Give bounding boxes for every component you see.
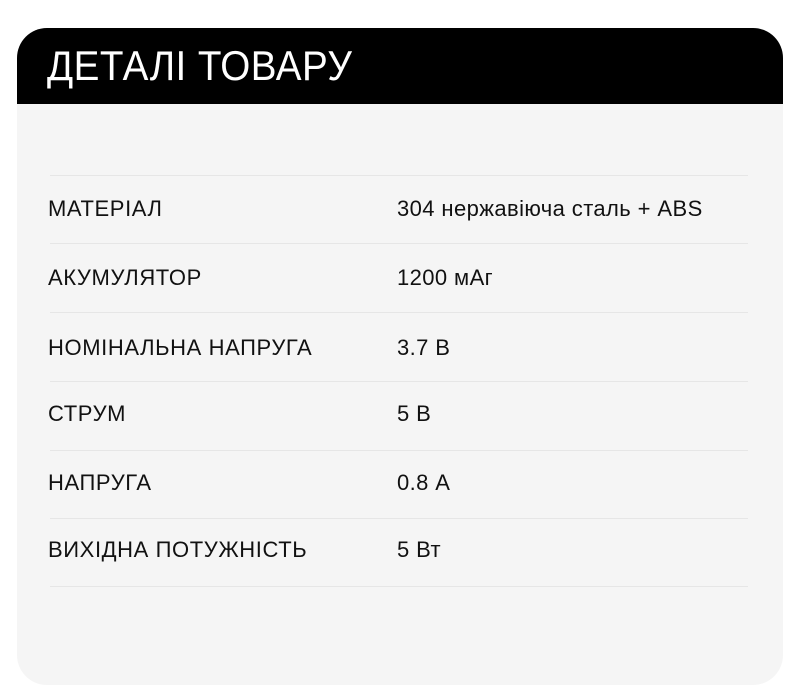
card-header: ДЕТАЛІ ТОВАРУ <box>17 28 783 104</box>
spec-row-nominal-voltage: НОМІНАЛЬНА НАПРУГА 3.7 В <box>17 314 783 382</box>
spec-label: АКУМУЛЯТОР <box>48 265 202 290</box>
spec-value: 5 Вт <box>397 537 441 562</box>
spec-label: НОМІНАЛЬНА НАПРУГА <box>48 335 313 360</box>
divider <box>50 450 748 451</box>
spec-value: 3.7 В <box>397 335 451 360</box>
spec-value: 5 В <box>397 401 432 426</box>
spec-row-current: СТРУМ 5 В <box>17 380 783 448</box>
divider <box>50 243 748 244</box>
spec-label: НАПРУГА <box>48 470 152 495</box>
spec-row-battery: АКУМУЛЯТОР 1200 мАг <box>17 244 783 312</box>
divider <box>50 381 748 382</box>
spec-value: 0.8 А <box>397 470 451 495</box>
spec-label: СТРУМ <box>48 401 127 426</box>
divider <box>50 518 748 519</box>
spec-row-output-power: ВИХІДНА ПОТУЖНІСТЬ 5 Вт <box>17 516 783 584</box>
divider <box>50 175 748 176</box>
spec-value: 304 нержавіюча сталь + ABS <box>397 196 703 221</box>
divider <box>50 312 748 313</box>
spec-value: 1200 мАг <box>397 265 494 290</box>
page-title: ДЕТАЛІ ТОВАРУ <box>47 42 353 89</box>
product-details-card: ДЕТАЛІ ТОВАРУ МАТЕРІАЛ 304 нержавіюча ст… <box>17 28 783 685</box>
spec-row-voltage: НАПРУГА 0.8 А <box>17 449 783 517</box>
spec-label: МАТЕРІАЛ <box>48 196 163 221</box>
spec-row-material: МАТЕРІАЛ 304 нержавіюча сталь + ABS <box>17 175 783 243</box>
spec-label: ВИХІДНА ПОТУЖНІСТЬ <box>48 537 308 562</box>
divider <box>50 586 748 587</box>
